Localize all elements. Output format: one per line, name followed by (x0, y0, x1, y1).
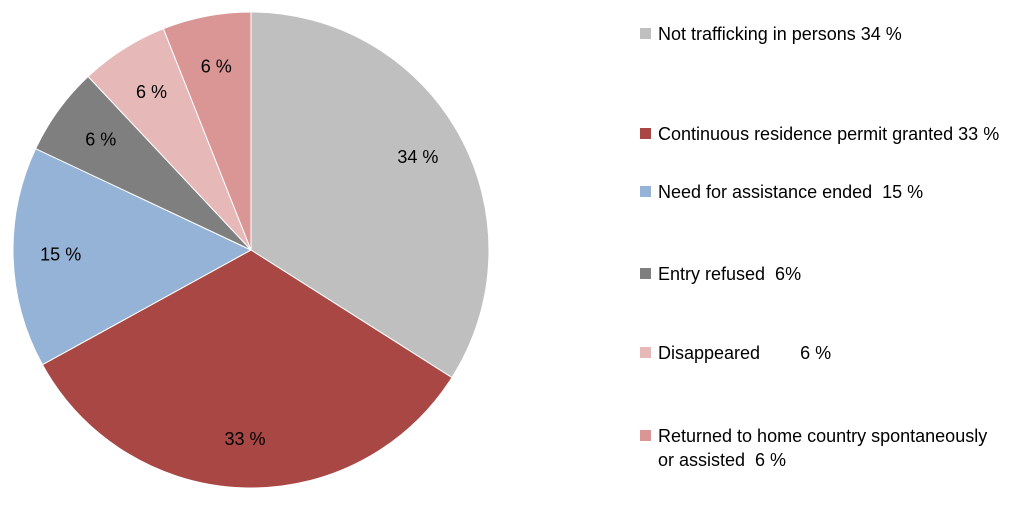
legend-swatch (640, 186, 651, 197)
legend-entry: Entry refused 6% (640, 262, 1000, 286)
legend-label: Continuous residence permit granted 33 % (658, 124, 1000, 144)
legend-entry: Not trafficking in persons 34 % (640, 22, 1000, 46)
legend-swatch (640, 128, 651, 139)
legend-swatch (640, 347, 651, 358)
legend-swatch (640, 268, 651, 279)
data-label: 6 % (201, 56, 232, 76)
pie-area: 34 % 33 % 15 % 6 % 6 % 6 % (12, 11, 490, 489)
legend-label: Entry refused 6% (658, 264, 802, 284)
legend-label: Need for assistance ended 15 % (658, 182, 924, 202)
pie-slice (41, 249, 453, 489)
legend-label: Not trafficking in persons 34 % (658, 24, 902, 44)
legend-entry: Continuous residence permit granted 33 % (640, 122, 1000, 146)
legend-entry: Need for assistance ended 15 % (640, 180, 1000, 204)
pie-slice (162, 11, 252, 251)
data-label: 34 % (397, 147, 438, 167)
data-label: 6 % (85, 130, 116, 150)
data-label: 6 % (136, 82, 167, 102)
legend-swatch (640, 28, 651, 39)
legend-swatch (640, 430, 651, 441)
pie-slice (250, 11, 490, 379)
legend-entry: Returned to home country spontaneously o… (640, 424, 1000, 472)
legend-entry: Disappeared 6 % (640, 341, 1000, 365)
pie-slice (12, 147, 253, 366)
legend-label: Disappeared 6 % (658, 343, 832, 363)
data-label: 15 % (40, 245, 81, 265)
legend-label: Returned to home country spontaneously o… (658, 426, 993, 470)
data-label: 33 % (225, 429, 266, 449)
